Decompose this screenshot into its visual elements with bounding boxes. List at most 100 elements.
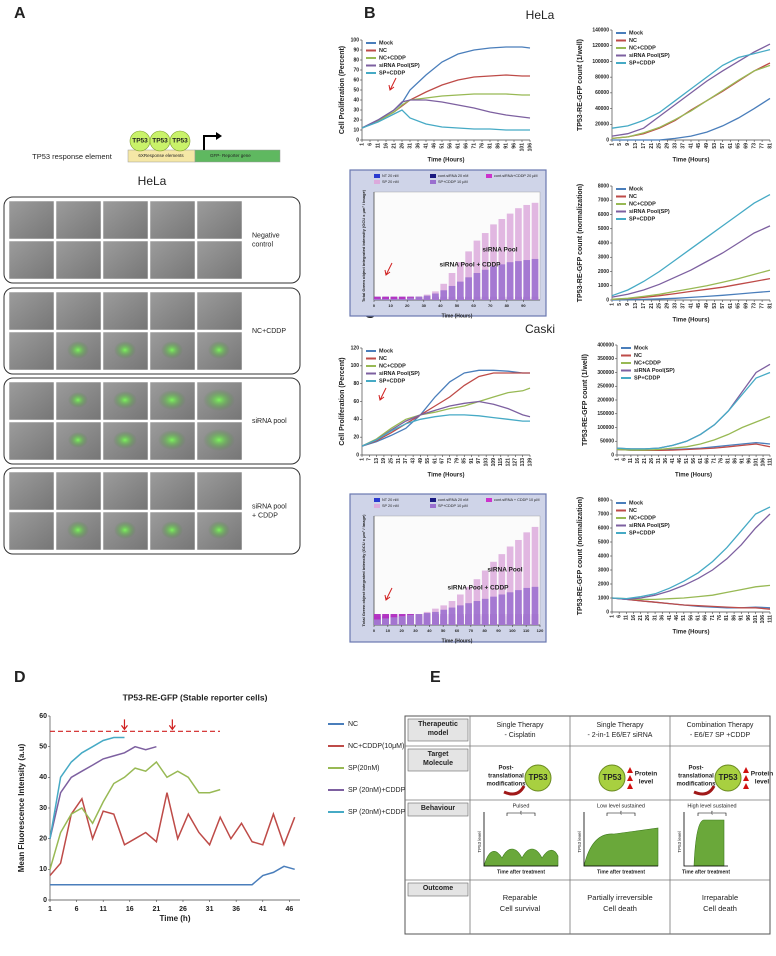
micrograph xyxy=(102,200,149,240)
x-tick-label: 71 xyxy=(471,143,477,149)
y-tick-label: 7000 xyxy=(598,511,609,517)
y-tick-label: 20000 xyxy=(595,122,609,128)
tp53-label: TP53 xyxy=(172,138,188,145)
x-tick-label: 60 xyxy=(455,628,460,633)
x-tick-label: 61 xyxy=(728,143,734,149)
x-tick-label: 51 xyxy=(684,458,690,464)
x-tick-label: 21 xyxy=(649,303,655,309)
legend-label: NC+CDDP(10μM) xyxy=(348,743,404,750)
bar xyxy=(415,614,423,625)
x-tick-label: 109 xyxy=(491,458,497,467)
legend-label: siRNA Pool(SP) xyxy=(379,371,420,377)
behaviour-x-label: Time after treatment xyxy=(682,869,730,875)
y-tick-label: 2000 xyxy=(598,581,609,587)
x-tick-label: 70 xyxy=(469,628,474,633)
bar xyxy=(531,526,539,625)
t-bracket xyxy=(506,812,536,816)
promoter-head xyxy=(216,132,222,140)
y-tick-label: 10 xyxy=(39,866,47,873)
y-axis-label: Cell Proliferation (Percent) xyxy=(339,357,346,445)
y-tick-label: 50 xyxy=(353,87,359,93)
behaviour-y-label: TP53 level xyxy=(577,831,582,852)
legend-swatch xyxy=(374,180,380,184)
x-tick-label: 81 xyxy=(767,143,773,149)
y-axis-label: TP53-RE-GFP count (normalization) xyxy=(577,184,584,303)
x-tick-label: 9 xyxy=(625,143,631,146)
y-tick-label: 0 xyxy=(356,452,359,458)
series-line xyxy=(50,865,295,886)
gfp-signal xyxy=(161,521,183,539)
bar xyxy=(531,202,539,300)
legend-label: SP+CDDP xyxy=(379,70,405,76)
x-tick-label: 96 xyxy=(746,615,752,621)
y-tick-label: 200000 xyxy=(597,397,614,403)
x-tick-label: 16 xyxy=(631,615,637,621)
y-tick-label: 100 xyxy=(351,37,360,43)
bar xyxy=(473,273,481,300)
series-line xyxy=(361,414,530,447)
legend-swatch xyxy=(430,498,436,502)
x-tick-label: 37 xyxy=(680,303,686,309)
series-line xyxy=(49,760,221,870)
bar xyxy=(481,570,489,625)
y-tick-label: 5000 xyxy=(598,539,609,545)
x-tick-label: 56 xyxy=(691,458,697,464)
bar xyxy=(498,594,506,625)
x-tick-label: 60 xyxy=(471,303,476,308)
bar xyxy=(481,598,489,625)
bar xyxy=(390,617,398,625)
x-tick-label: 70 xyxy=(488,303,493,308)
x-tick-label: 77 xyxy=(759,143,765,149)
group-label: + CDDP xyxy=(252,512,278,519)
x-tick-label: 76 xyxy=(479,143,485,149)
x-tick-label: 29 xyxy=(665,303,671,309)
series-line xyxy=(611,48,771,129)
row-header: Target xyxy=(428,751,450,758)
x-tick-label: 41 xyxy=(670,458,676,464)
y-tick-label: 0 xyxy=(606,609,609,615)
x-tick-label: 69 xyxy=(744,303,750,309)
micrograph xyxy=(102,240,149,280)
tp53-molecule xyxy=(714,764,742,792)
x-tick-label: 1 xyxy=(359,143,365,146)
x-tick-label: 51 xyxy=(439,143,445,149)
series-line xyxy=(611,43,771,137)
legend-swatch xyxy=(430,180,436,184)
x-tick-label: 13 xyxy=(633,303,639,309)
x-tick-label: 0 xyxy=(373,628,376,633)
bar xyxy=(506,213,514,300)
y-axis-label: TP53-RE-GFP count (1/well) xyxy=(577,39,584,131)
x-axis-label: Time (Hours) xyxy=(673,158,710,164)
series-line xyxy=(361,372,530,447)
bar xyxy=(390,296,398,300)
legend-label: Mock xyxy=(379,40,394,46)
x-tick-label: 36 xyxy=(232,906,240,913)
x-tick-label: 86 xyxy=(495,143,501,149)
protein-label: Protein xyxy=(751,771,773,778)
ptm-label: Post- xyxy=(689,766,704,772)
x-tick-label: 46 xyxy=(285,906,293,913)
x-axis-label: Time (Hours) xyxy=(428,473,465,479)
y-tick-label: 0 xyxy=(356,137,359,143)
behaviour-shape xyxy=(483,848,559,867)
bar xyxy=(448,607,456,625)
x-tick-label: 21 xyxy=(649,143,655,149)
x-tick-label: 66 xyxy=(463,143,469,149)
y-tick-label: 60 xyxy=(353,77,359,83)
y-tick-label: 30 xyxy=(353,107,359,113)
x-tick-label: 90 xyxy=(521,303,526,308)
x-tick-label: 120 xyxy=(537,628,544,633)
bar xyxy=(398,616,406,625)
molecule-label: TP53 xyxy=(528,773,548,782)
legend-label: NT 20 nM xyxy=(382,498,399,502)
x-tick-label: 101 xyxy=(753,458,759,467)
micrograph xyxy=(196,471,243,511)
panel-a-title: HeLa xyxy=(138,174,167,188)
x-axis-label: Time (Hours) xyxy=(442,638,473,644)
y-tick-label: 250000 xyxy=(597,384,614,390)
treatment-arrow xyxy=(168,719,176,731)
legend-label: siRNA Pool(SP) xyxy=(629,209,670,215)
series-line xyxy=(361,74,530,129)
x-tick-label: 91 xyxy=(739,615,745,621)
group-label: siRNA pool xyxy=(252,503,287,510)
